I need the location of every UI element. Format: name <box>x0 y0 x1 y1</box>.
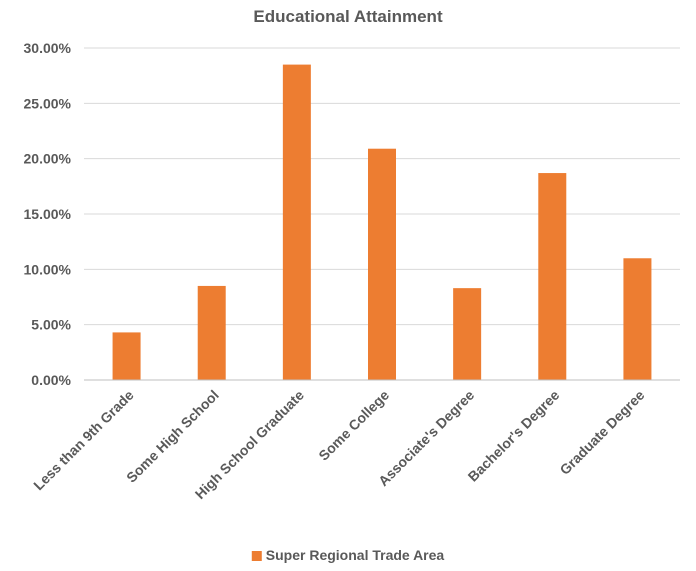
bar <box>282 64 311 380</box>
x-tick-label: Some High School <box>123 387 222 486</box>
chart-title: Educational Attainment <box>253 7 443 26</box>
bars <box>112 64 652 380</box>
y-tick-label: 15.00% <box>24 206 72 222</box>
x-tick-label: Graduate Degree <box>556 387 647 478</box>
bar <box>538 173 567 380</box>
y-tick-label: 5.00% <box>31 317 71 333</box>
x-tick-label: Less than 9th Grade <box>30 387 137 494</box>
bar <box>623 258 652 380</box>
bar <box>197 285 226 380</box>
bar <box>368 148 396 380</box>
x-tick-label: Some College <box>315 387 392 464</box>
y-tick-label: 20.00% <box>24 151 72 167</box>
bar <box>112 332 141 380</box>
y-tick-label: 0.00% <box>31 372 71 388</box>
x-tick-label: Associate's Degree <box>375 387 477 489</box>
y-axis: 0.00% 5.00% 10.00% 15.00% 20.00% 25.00% 30.00% <box>24 40 72 388</box>
y-tick-label: 30.00% <box>24 40 72 56</box>
legend-swatch <box>251 551 262 561</box>
y-tick-label: 25.00% <box>24 95 72 111</box>
legend-label: Super Regional Trade Area <box>266 547 445 563</box>
y-tick-label: 10.00% <box>24 261 72 277</box>
legend: Super Regional Trade Area <box>251 547 445 563</box>
x-tick-label: Bachelor's Degree <box>465 387 563 485</box>
bar <box>453 288 482 380</box>
